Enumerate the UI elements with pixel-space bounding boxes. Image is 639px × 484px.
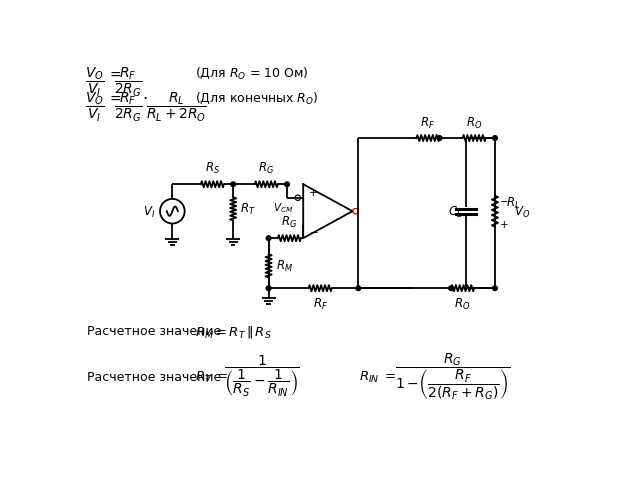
Text: $\dfrac{1}{\left(\dfrac{1}{R_S} - \dfrac{1}{R_{IN}}\right)}$: $\dfrac{1}{\left(\dfrac{1}{R_S} - \dfrac… <box>224 353 300 398</box>
Text: $R_{IN} \; = $: $R_{IN} \; = $ <box>358 369 396 384</box>
Text: $R_T \; = $: $R_T \; = $ <box>196 369 229 384</box>
Text: $V_I$: $V_I$ <box>143 204 155 219</box>
Circle shape <box>285 182 289 187</box>
Text: $R_T$: $R_T$ <box>240 202 256 217</box>
Text: $R_F$: $R_F$ <box>312 296 328 311</box>
Text: $R_M$: $R_M$ <box>275 259 293 274</box>
Circle shape <box>437 136 442 141</box>
Circle shape <box>493 136 497 141</box>
Text: $C_L$: $C_L$ <box>447 204 462 219</box>
Circle shape <box>449 287 454 291</box>
Text: $\dfrac{R_L}{R_L+2R_O}$: $\dfrac{R_L}{R_L+2R_O}$ <box>146 91 207 123</box>
Text: $\dfrac{V_O}{V_I}$: $\dfrac{V_O}{V_I}$ <box>86 91 105 123</box>
Text: $-$: $-$ <box>309 226 318 236</box>
Text: $-$: $-$ <box>499 195 509 204</box>
Text: $R_O$: $R_O$ <box>466 115 482 130</box>
Text: Расчетное значение: Расчетное значение <box>87 324 221 337</box>
Text: $R_G$: $R_G$ <box>258 161 274 176</box>
Text: $R_M = R_T \,\|\, R_S$: $R_M = R_T \,\|\, R_S$ <box>196 323 272 339</box>
Circle shape <box>493 287 497 291</box>
Text: $\cdot$: $\cdot$ <box>141 89 147 107</box>
Text: $R_G$: $R_G$ <box>281 214 297 229</box>
Text: (Для конечных $R_O$): (Для конечных $R_O$) <box>196 91 319 106</box>
Text: $\dfrac{R_F}{2R_G}$: $\dfrac{R_F}{2R_G}$ <box>114 91 142 123</box>
Text: $\dfrac{V_O}{V_I}$: $\dfrac{V_O}{V_I}$ <box>86 66 105 99</box>
Text: $R_S$: $R_S$ <box>205 161 220 176</box>
Text: $\dfrac{R_G}{1 - \!\left(\dfrac{R_F}{2(R_F+R_G)}\right)}$: $\dfrac{R_G}{1 - \!\left(\dfrac{R_F}{2(R… <box>395 350 510 401</box>
Text: $+$: $+$ <box>499 219 509 229</box>
Text: $R_L$: $R_L$ <box>505 195 520 210</box>
Text: $V_O$: $V_O$ <box>514 204 530 219</box>
Text: $V_{CM}$: $V_{CM}$ <box>273 201 293 214</box>
Text: $R_F$: $R_F$ <box>420 115 435 130</box>
Circle shape <box>356 287 360 291</box>
Circle shape <box>231 182 236 187</box>
Text: Расчетное значение: Расчетное значение <box>87 370 221 383</box>
Text: $=$: $=$ <box>107 91 121 105</box>
Circle shape <box>266 236 271 241</box>
Text: $\dfrac{R_F}{2R_G}$: $\dfrac{R_F}{2R_G}$ <box>114 66 142 99</box>
Text: $R_O$: $R_O$ <box>454 296 471 311</box>
Text: (Для $R_O$ = 10 Ом): (Для $R_O$ = 10 Ом) <box>196 66 309 81</box>
Text: +: + <box>309 188 317 197</box>
Circle shape <box>266 287 271 291</box>
Text: $=$: $=$ <box>107 66 121 80</box>
